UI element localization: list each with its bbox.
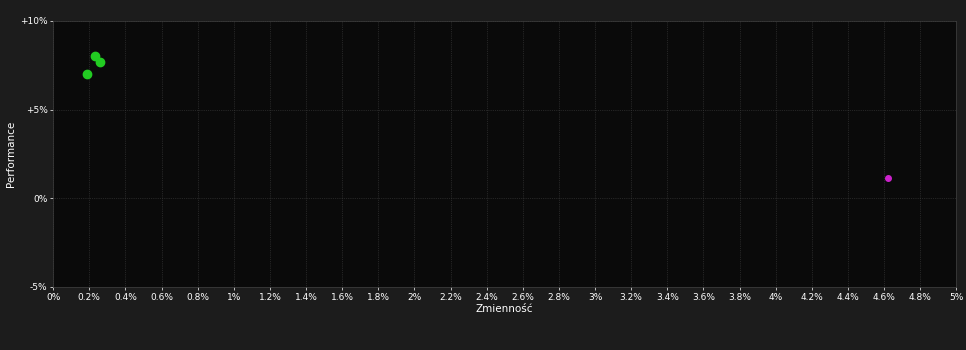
X-axis label: Zmienność: Zmienność: [476, 304, 533, 314]
Y-axis label: Performance: Performance: [6, 121, 15, 187]
